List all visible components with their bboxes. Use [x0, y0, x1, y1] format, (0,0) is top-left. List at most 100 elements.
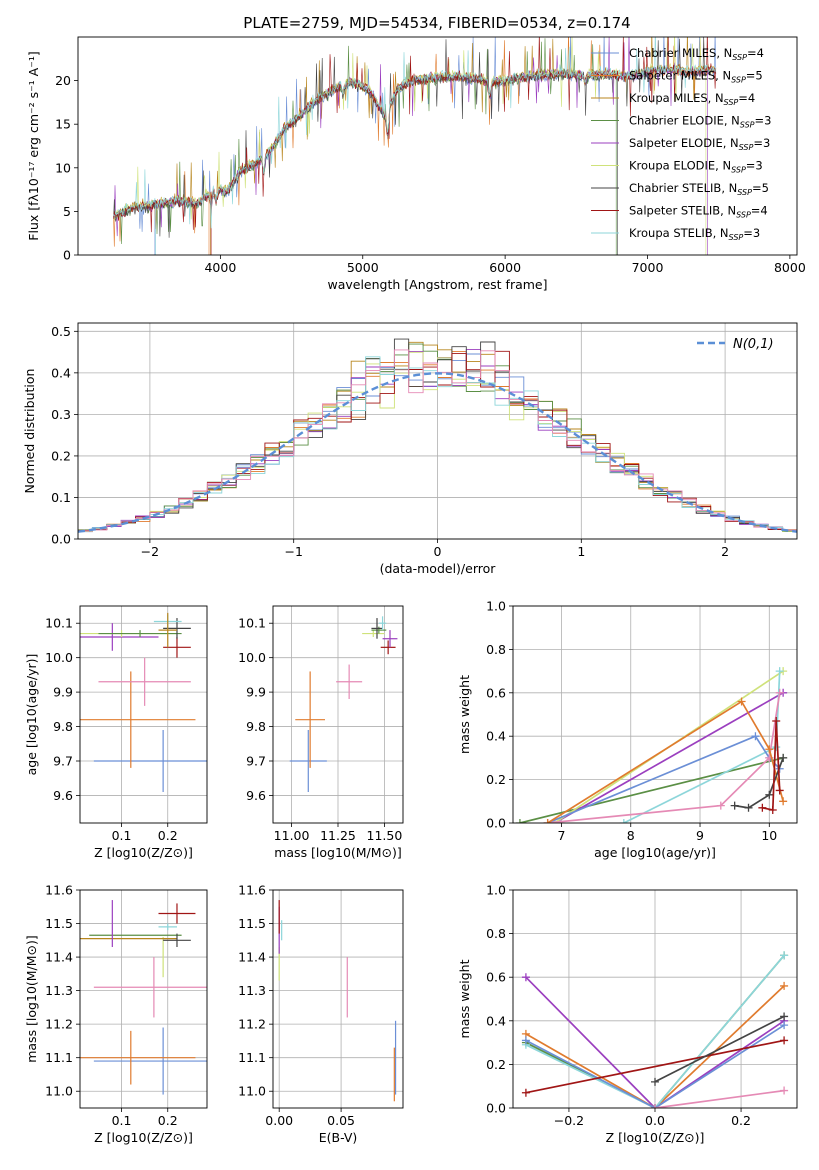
x-tick-label: 5000: [347, 260, 379, 275]
panel-spectrum: 4000 5000 6000 7000 8000 0 5 10 15 20 wavelength […: [26, 36, 806, 292]
y-tick-label: 0.2: [51, 448, 71, 463]
axes-frame: [512, 605, 798, 824]
y-tick-label: 1.0: [486, 599, 506, 614]
y-tick-label: 11.5: [238, 916, 266, 931]
x-tick-label: 7000: [632, 260, 664, 275]
y-tick-label: 9.9: [246, 685, 266, 700]
y-tick-label: 10: [55, 160, 71, 175]
weight-marker-pink: [716, 801, 725, 810]
spectrum-line-kroupa_miles: [113, 37, 716, 255]
legend-label-salpeter_elodie: Salpeter ELODIE, NSSP=3: [629, 136, 770, 152]
y-tick-label: 0.4: [486, 729, 506, 744]
y-tick-label: 0.2: [486, 772, 506, 787]
legend-subscript: SSP: [737, 188, 752, 197]
plot-area-weight_vs_age: [515, 667, 788, 823]
x-tick-label: 0.05: [327, 1113, 355, 1128]
y-tick-label: 0.0: [486, 816, 506, 831]
spectrum-line-chabrier_miles: [113, 37, 717, 255]
axes-frame: [77, 322, 798, 540]
weight-marker-chabrier_stelib: [779, 753, 788, 762]
panel-mass_vs_z: 0.1 0.2 11.0 11.1 11.2 11.3 11.4 11.5 11.6 Z [log…: [24, 883, 208, 1145]
y-tick-label: 9.7: [53, 754, 73, 769]
y-tick-label: 0.4: [51, 365, 71, 380]
y-axis-label: Flux [fλ10⁻¹⁷ erg cm⁻² s⁻¹ A⁻¹]: [26, 51, 41, 240]
weight-line-salpeter_stelib: [525, 1039, 785, 1094]
weight-marker-salpeter_stelib: [780, 1036, 789, 1045]
legend-subscript: SSP: [739, 143, 754, 152]
axes-frame: [79, 605, 208, 824]
weight-marker-pink: [775, 688, 784, 697]
spectrum-line-salpeter_elodie: [113, 37, 715, 255]
weight-line-chabrier_stelib: [654, 1015, 785, 1083]
y-tick-label: 11.1: [45, 1050, 73, 1065]
y-tick-label: 5: [63, 204, 71, 219]
legend-value: =4: [751, 204, 768, 218]
spectrum-line-kroupa_stelib: [113, 37, 717, 255]
y-tick-label: 11.4: [45, 950, 73, 965]
legend-label-chabrier_elodie: Chabrier ELODIE, NSSP=3: [629, 114, 771, 130]
x-tick-label: −1: [284, 544, 302, 559]
x-tick-label: 8000: [774, 260, 806, 275]
x-tick-label: 0.2: [731, 1113, 751, 1128]
weight-marker-salpeter_stelib: [772, 717, 781, 726]
x-tick-label: −2: [141, 544, 159, 559]
legend-value: =3: [755, 114, 772, 128]
plot-area-age_vs_mass: [289, 616, 398, 792]
spectrum-line-salpeter_miles: [113, 37, 717, 255]
legend-label-kroupa_stelib: Kroupa STELIB, NSSP=3: [629, 226, 760, 242]
weight-marker-chabrier_miles: [521, 1036, 530, 1045]
weight-line-kroupa_stelib: [525, 954, 785, 1108]
legend-value: =5: [752, 181, 769, 195]
y-tick-label: 9.8: [246, 719, 266, 734]
legend-subscript: SSP: [732, 53, 747, 62]
x-tick-label: 11.00: [274, 828, 310, 843]
weight-line-pink: [654, 1089, 785, 1108]
weight-marker-chabrier_elodie: [515, 819, 524, 823]
x-axis-label: Z [log10(Z/Z⊙)]: [606, 1130, 705, 1145]
weight-marker-chabrier_miles: [780, 1021, 789, 1030]
y-tick-label: 11.5: [45, 916, 73, 931]
weight-marker-chabrier_stelib: [780, 1012, 789, 1021]
weight-line-chabrier_miles: [525, 1024, 785, 1108]
y-tick-label: 0.8: [486, 642, 506, 657]
weight-marker-salpeter_elodie: [521, 973, 530, 982]
legend-subscript: SSP: [731, 76, 746, 85]
spectrum-line-salpeter_stelib: [113, 37, 717, 255]
weight-marker-kroupa_stelib: [619, 819, 628, 823]
weight-marker-salpeter_miles: [543, 819, 552, 823]
y-tick-label: 11.3: [238, 983, 266, 998]
legend-subscript: SSP: [740, 121, 755, 130]
weight-marker-chabrier_miles: [751, 732, 760, 741]
y-tick-label: 0.0: [486, 1101, 506, 1116]
y-tick-label: 15: [55, 117, 71, 132]
y-tick-label: 10.0: [45, 650, 73, 665]
y-tick-label: 9.6: [246, 788, 266, 803]
y-tick-label: 11.3: [45, 983, 73, 998]
y-tick-label: 0.6: [486, 685, 506, 700]
y-tick-label: 11.2: [45, 1017, 73, 1032]
y-tick-label: 10.1: [238, 616, 266, 631]
y-tick-label: 0.4: [486, 1013, 506, 1028]
legend-value: =3: [743, 226, 760, 240]
legend-value: =3: [746, 159, 763, 173]
y-tick-label: 11.6: [45, 883, 73, 898]
x-tick-label: 0.00: [265, 1113, 293, 1128]
axes-frame: [512, 889, 798, 1109]
x-tick-label: 8: [627, 828, 635, 843]
x-axis-label: age [log10(age/yr)]: [594, 845, 716, 860]
panel-weight_vs_age: 7 8 9 10 0.0 0.2 0.4 0.6 0.8 1.0 age [log10(age/yr…: [457, 599, 798, 860]
axes-frame: [79, 889, 208, 1109]
legend-subscript: SSP: [731, 166, 746, 175]
y-tick-label: 0.5: [51, 324, 71, 339]
x-tick-label: 2: [721, 544, 729, 559]
axes-frame: [272, 889, 404, 1109]
y-tick-label: 20: [55, 73, 71, 88]
x-axis-label: E(B-V): [319, 1130, 358, 1145]
x-axis-label: Z [log10(Z/Z⊙)]: [94, 845, 193, 860]
weight-line-pink: [547, 692, 781, 823]
weight-marker-chabrier_stelib: [651, 1077, 659, 1086]
legend-label-salpeter_miles: Salpeter MILES, NSSP=5: [629, 69, 763, 85]
legend-residuals: N(0,1): [697, 337, 774, 352]
y-tick-label: 11.0: [238, 1084, 266, 1099]
